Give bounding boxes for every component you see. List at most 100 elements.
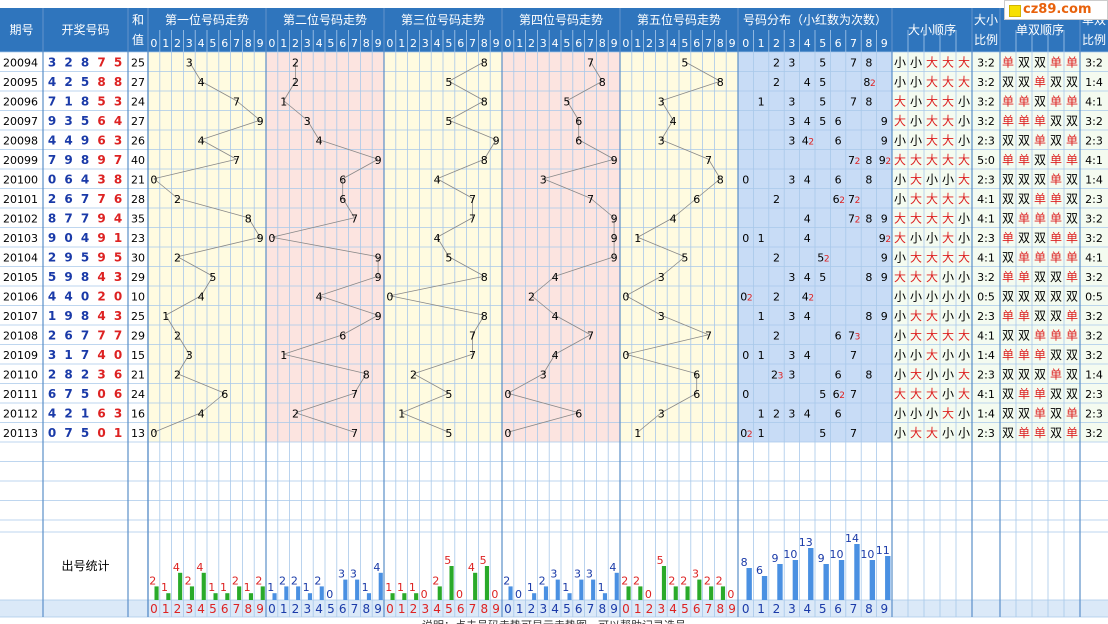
period-cell[interactable]: 20113 <box>3 427 38 440</box>
trend-digit: 8 <box>717 173 724 186</box>
period-cell[interactable]: 20109 <box>3 349 38 362</box>
trend-digit: 9 <box>257 232 264 245</box>
trend-connector <box>660 120 674 140</box>
draw-digit: 4 <box>81 231 89 245</box>
draw-digit: 7 <box>64 426 72 440</box>
draw-digit: 5 <box>97 94 105 108</box>
stat-digit: 2 <box>646 602 654 616</box>
oddeven-cell: 单 <box>1018 348 1030 362</box>
trend-connector <box>283 353 367 375</box>
trend-connector <box>247 217 261 238</box>
trend-digit: 8 <box>363 368 370 381</box>
trend-connector <box>448 119 497 141</box>
trend-connector <box>236 100 261 121</box>
period-cell[interactable]: 20106 <box>3 290 38 303</box>
header-period: 期号 <box>9 23 33 37</box>
draw-digit: 7 <box>97 328 105 342</box>
stat-digit: 2 <box>292 602 300 616</box>
logo-square-icon <box>1009 5 1021 17</box>
bigsmall-cell: 小 <box>942 289 954 303</box>
oddeven-cell: 单 <box>1034 211 1046 225</box>
distribution-digit: 6 <box>835 407 842 420</box>
draw-digit: 9 <box>81 133 89 147</box>
period-cell[interactable]: 20097 <box>3 115 38 128</box>
trend-connector <box>448 80 485 102</box>
oddeven-cell: 单 <box>1002 270 1014 284</box>
bigsmall-cell: 小 <box>958 114 970 128</box>
period-cell[interactable]: 20108 <box>3 329 38 342</box>
distribution-digit: 6 <box>833 388 840 401</box>
period-cell[interactable]: 20095 <box>3 76 38 89</box>
stat-bar-label: 1 <box>244 581 251 594</box>
trend-connector <box>295 412 355 433</box>
period-cell[interactable]: 20098 <box>3 134 38 147</box>
period-cell[interactable]: 20094 <box>3 56 38 69</box>
stat-digit: 3 <box>421 602 429 616</box>
trend-digit: 6 <box>339 173 346 186</box>
stat-bar-label: 0 <box>421 588 428 601</box>
period-cell[interactable]: 20112 <box>3 407 38 420</box>
trend-connector <box>200 392 225 414</box>
distribution-digit: 8 <box>865 173 872 186</box>
trend-digit: 1 <box>398 407 405 420</box>
distribution-digit: 4 <box>804 76 811 89</box>
site-logo[interactable]: cz89.com <box>1004 0 1108 20</box>
distribution-digit: 7 <box>848 154 855 167</box>
draw-digit: 8 <box>114 172 122 186</box>
period-cell[interactable]: 20101 <box>3 193 38 206</box>
trend-connector <box>507 412 579 433</box>
stat-digit: 3 <box>303 602 311 616</box>
bigsmall-cell: 大 <box>926 192 938 206</box>
distribution-digit: 5 <box>819 388 826 401</box>
stat-digit: 0 <box>742 602 750 616</box>
trend-digit: 6 <box>575 407 582 420</box>
period-cell[interactable]: 20099 <box>3 154 38 167</box>
oe-ratio-cell: 2:3 <box>1085 134 1103 147</box>
bigsmall-cell: 大 <box>942 328 954 342</box>
stat-digit: 4 <box>197 602 205 616</box>
period-cell[interactable]: 20111 <box>3 388 38 401</box>
oddeven-cell: 单 <box>1018 114 1030 128</box>
period-cell[interactable]: 20110 <box>3 368 38 381</box>
trend-connector <box>153 178 178 199</box>
draw-digit: 7 <box>81 348 89 362</box>
stat-digit: 8 <box>865 602 873 616</box>
oddeven-cell: 双 <box>1018 406 1030 420</box>
stat-digit: 3 <box>788 602 796 616</box>
bigsmall-cell: 小 <box>926 406 938 420</box>
oddeven-cell: 双 <box>1034 153 1046 167</box>
stat-bar-label: 0 <box>326 588 333 601</box>
oe-ratio-cell: 3:2 <box>1085 212 1103 225</box>
stat-digit: 2 <box>410 602 418 616</box>
period-cell[interactable]: 20105 <box>3 271 38 284</box>
header-digit: 0 <box>622 37 629 50</box>
trend-digit: 7 <box>351 212 358 225</box>
oe-ratio-cell: 3:2 <box>1085 329 1103 342</box>
bs-ratio-cell: 1:4 <box>977 349 995 362</box>
distribution-digit: 9 <box>881 212 888 225</box>
period-cell[interactable]: 20103 <box>3 232 38 245</box>
distribution-digit: 9 <box>881 251 888 264</box>
oddeven-cell: 单 <box>1050 94 1062 108</box>
header-position-title: 第二位号码走势 <box>283 12 367 27</box>
sum-cell: 27 <box>131 115 145 128</box>
distribution-digit: 2 <box>773 76 780 89</box>
period-cell[interactable]: 20096 <box>3 95 38 108</box>
trend-digit: 2 <box>410 368 417 381</box>
trend-digit: 3 <box>540 173 547 186</box>
trend-connector <box>448 100 485 121</box>
stat-digit: 3 <box>657 602 665 616</box>
period-cell[interactable]: 20100 <box>3 173 38 186</box>
trend-digit: 3 <box>658 95 665 108</box>
period-cell[interactable]: 20107 <box>3 310 38 323</box>
trend-connector <box>200 80 237 102</box>
oddeven-cell: 单 <box>1018 211 1030 225</box>
oddeven-cell: 单 <box>1034 328 1046 342</box>
period-cell[interactable]: 20102 <box>3 212 38 225</box>
bs-ratio-cell: 4:1 <box>977 193 995 206</box>
trend-digit: 2 <box>174 251 181 264</box>
distribution-digit: 4 <box>804 310 811 323</box>
period-cell[interactable]: 20104 <box>3 251 38 264</box>
trend-digit: 6 <box>693 388 700 401</box>
draw-digit: 3 <box>114 94 122 108</box>
